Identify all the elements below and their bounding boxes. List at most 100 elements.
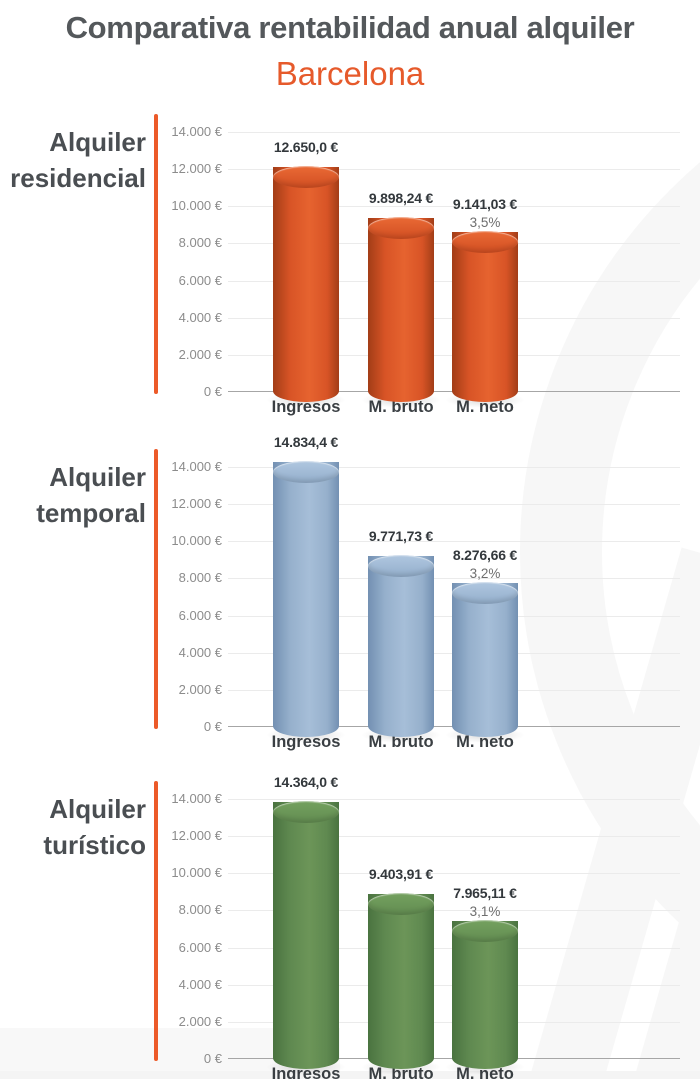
y-tick-label: 14.000 € [171, 791, 222, 806]
y-tick-label: 0 € [203, 1051, 222, 1066]
chart-title-line: Alquiler [49, 794, 146, 824]
bar-value-label: 9.141,03 € [452, 196, 518, 212]
x-category-label-m-bruto: M. bruto [341, 733, 461, 752]
y-tick-label: 6.000 € [178, 939, 222, 955]
orange-divider-line [154, 449, 158, 729]
y-tick-label: 12.000 € [171, 828, 222, 844]
x-category-label-ingresos: Ingresos [246, 733, 366, 752]
gridline [228, 578, 680, 580]
gridline [228, 132, 680, 133]
y-tick-label: 2.000 € [178, 681, 222, 697]
x-category-label-m-neto: M. neto [425, 398, 545, 417]
y-tick-label: 0 € [203, 384, 222, 399]
gridline [228, 169, 680, 171]
cylinder-bar-m-bruto [368, 555, 434, 737]
chart-section-alquiler-turistico: Alquiler turístico 14.000 € 12.000 € 10.00… [0, 769, 700, 1079]
page-title: Comparativa rentabilidad anual alquiler [65, 10, 635, 45]
gridline [228, 467, 680, 468]
x-category-label-m-neto: M. neto [425, 733, 545, 752]
cylinder-cap [368, 893, 434, 915]
cylinder-bar-ingresos [273, 801, 339, 1069]
bar-value-label: 8.276,66 € [452, 547, 518, 563]
plot-area: 12.650,0 € 9.898,24 € 9.141,03 € 3,5% [228, 132, 680, 408]
y-tick-label: 4.000 € [178, 309, 222, 325]
cylinder-bar-m-neto [452, 231, 518, 402]
cylinder-bar-m-neto [452, 920, 518, 1069]
orange-divider-line [154, 114, 158, 394]
y-tick-label: 14.000 € [171, 124, 222, 139]
x-category-label-ingresos: Ingresos [246, 1065, 366, 1079]
y-tick-label: 4.000 € [178, 644, 222, 660]
page-subtitle-city: Barcelona [275, 55, 425, 92]
chart-title-line: temporal [36, 498, 146, 528]
y-tick-label: 8.000 € [178, 570, 222, 586]
x-axis-labels: IngresosM. brutoM. neto [228, 733, 680, 763]
x-category-label-m-bruto: M. bruto [341, 1065, 461, 1079]
header: Comparativa rentabilidad anual alquiler … [0, 0, 700, 100]
y-tick-label: 2.000 € [178, 346, 222, 362]
watermark-bottom-strip [0, 1071, 700, 1079]
y-tick-label: 14.000 € [171, 459, 222, 474]
bar-value-label: 9.898,24 € [368, 190, 434, 206]
cylinder-cap [273, 166, 339, 188]
cylinder-bar-ingresos [273, 461, 339, 737]
x-category-label-m-neto: M. neto [425, 1065, 545, 1079]
cylinder-cap [452, 582, 518, 604]
x-category-label-ingresos: Ingresos [246, 398, 366, 417]
cylinder-bar-ingresos [273, 166, 339, 402]
gridline [228, 836, 680, 838]
x-axis-labels: IngresosM. brutoM. neto [228, 1065, 680, 1079]
y-axis: 14.000 € 12.000 € 10.000 € 8.000 € 6.000 € 4.… [160, 124, 222, 399]
chart-title-line: Alquiler [49, 462, 146, 492]
y-axis: 14.000 € 12.000 € 10.000 € 8.000 € 6.000 € 4.… [160, 791, 222, 1066]
cylinder-cap [273, 801, 339, 823]
cylinder-cap [452, 920, 518, 942]
y-tick-label: 8.000 € [178, 235, 222, 251]
bar-percentage-label: 3,2% [469, 566, 501, 581]
gridline [228, 504, 680, 506]
cylinder-bar-m-bruto [368, 217, 434, 402]
y-tick-label: 10.000 € [171, 865, 222, 881]
y-tick-label: 12.000 € [171, 496, 222, 512]
chart-section-alquiler-residencial: Alquiler residencial 14.000 € 12.000 € 10.… [0, 102, 700, 437]
chart-title-line: turístico [43, 830, 146, 860]
orange-divider-line [154, 781, 158, 1061]
y-tick-label: 10.000 € [171, 198, 222, 214]
gridline [228, 910, 680, 912]
y-tick-label: 6.000 € [178, 272, 222, 288]
bar-value-label: 12.650,0 € [273, 139, 339, 155]
bar-value-label: 14.834,4 € [273, 434, 339, 450]
bar-percentage-label: 3,1% [469, 904, 501, 919]
y-tick-label: 4.000 € [178, 976, 222, 992]
plot-area: 14.834,4 € 9.771,73 € 8.276,66 € 3,2% [228, 434, 680, 743]
gridline [228, 206, 680, 208]
bar-value-label: 7.965,11 € [453, 885, 517, 901]
chart-title-alquiler-residencial: Alquiler residencial [0, 124, 146, 196]
cylinder-bar-m-neto [452, 582, 518, 737]
bar-value-label: 9.403,91 € [368, 866, 434, 882]
bar-value-label: 9.771,73 € [368, 528, 434, 544]
bar-value-label: 14.364,0 € [273, 774, 339, 790]
chart-title-alquiler-turistico: Alquiler turístico [0, 791, 146, 863]
cylinder-cap [273, 461, 339, 483]
y-tick-label: 10.000 € [171, 533, 222, 549]
y-axis: 14.000 € 12.000 € 10.000 € 8.000 € 6.000 € 4.… [160, 459, 222, 734]
chart-title-line: residencial [10, 163, 146, 193]
chart-title-line: Alquiler [49, 127, 146, 157]
gridline [228, 873, 680, 875]
bar-percentage-label: 3,5% [469, 215, 501, 230]
y-tick-label: 12.000 € [171, 161, 222, 177]
gridline [228, 799, 680, 800]
y-tick-label: 0 € [203, 719, 222, 734]
cylinder-cap [368, 555, 434, 577]
x-category-label-m-bruto: M. bruto [341, 398, 461, 417]
cylinder-bar-m-bruto [368, 893, 434, 1069]
cylinder-cap [368, 217, 434, 239]
y-tick-label: 2.000 € [178, 1013, 222, 1029]
chart-section-alquiler-temporal: Alquiler temporal 14.000 € 12.000 € 10.000… [0, 434, 700, 772]
cylinder-cap [452, 231, 518, 253]
x-axis-labels: IngresosM. brutoM. neto [228, 398, 680, 428]
gridline [228, 541, 680, 543]
chart-title-alquiler-temporal: Alquiler temporal [0, 459, 146, 531]
